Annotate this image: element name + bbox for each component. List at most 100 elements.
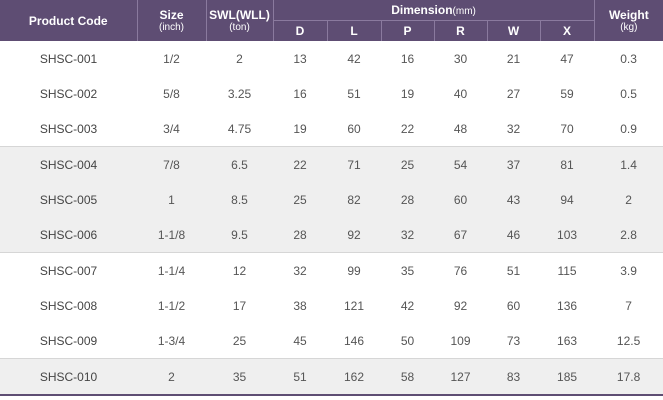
cell-dim-p: 42 bbox=[400, 298, 415, 313]
cell-weight: 0.3 bbox=[620, 51, 637, 66]
header-swl: SWL(WLL) (ton) bbox=[205, 0, 273, 41]
cell-size: 7/8 bbox=[137, 146, 206, 182]
table-header: Product Code Size (inch) SWL(WLL) (ton) … bbox=[0, 0, 663, 41]
header-product-code-label: Product Code bbox=[28, 13, 108, 28]
cell-dim-d: 22 bbox=[273, 146, 327, 182]
cell-dim-l: 42 bbox=[347, 51, 361, 66]
cell-dim-d: 13 bbox=[293, 51, 307, 66]
cell-dim-x: 136 bbox=[557, 298, 578, 313]
cell-dim-l: 51 bbox=[347, 86, 361, 101]
cell-dim-w: 21 bbox=[506, 51, 521, 66]
cell-product-code: SHSC-010 bbox=[0, 358, 137, 396]
cell-dim-x: 81 bbox=[540, 146, 595, 182]
header-dim-r: R bbox=[433, 20, 487, 41]
cell-size: 1/2 bbox=[163, 51, 180, 66]
header-dimension-label: Dimension bbox=[391, 3, 453, 17]
cell-dim-l: 92 bbox=[327, 217, 381, 253]
cell-dim-p: 22 bbox=[400, 121, 415, 136]
header-weight-label: Weight bbox=[608, 8, 649, 22]
cell-weight: 0.9 bbox=[620, 121, 637, 136]
cell-weight: 2 bbox=[594, 182, 663, 217]
cell-swl: 25 bbox=[232, 333, 247, 348]
cell-product-code: SHSC-003 bbox=[39, 121, 98, 136]
cell-weight: 0.5 bbox=[620, 86, 637, 101]
cell-product-code: SHSC-004 bbox=[0, 146, 137, 182]
header-dim-d: D bbox=[272, 20, 327, 41]
cell-swl: 2 bbox=[236, 51, 243, 66]
cell-dim-p: 25 bbox=[381, 146, 434, 182]
cell-dim-l: 162 bbox=[327, 358, 381, 396]
cell-dim-d: 51 bbox=[273, 358, 327, 396]
cell-swl: 17 bbox=[232, 298, 247, 313]
cell-dim-l: 121 bbox=[343, 298, 365, 313]
header-swl-unit: (ton) bbox=[229, 22, 250, 33]
cell-dim-d: 38 bbox=[293, 298, 307, 313]
cell-dim-w: 60 bbox=[506, 298, 521, 313]
cell-product-code: SHSC-001 bbox=[39, 51, 98, 66]
table-row: SHSC-004 7/8 6.5 22 71 25 54 37 81 1.4 bbox=[0, 146, 663, 182]
table-row: SHSC-001 1/2 2 13 42 16 30 21 47 0.3 bbox=[0, 41, 663, 76]
cell-dim-w: 43 bbox=[487, 182, 540, 217]
header-swl-label: SWL(WLL) bbox=[209, 8, 270, 22]
header-dim-p: P bbox=[380, 20, 434, 41]
cell-dim-w: 27 bbox=[506, 86, 521, 101]
table-row: SHSC-008 1-1/2 17 38 121 42 92 60 136 7 bbox=[0, 288, 663, 323]
cell-size: 1 bbox=[137, 182, 206, 217]
header-dim-w: W bbox=[486, 20, 540, 41]
header-size-label: Size bbox=[159, 8, 184, 22]
table-row: SHSC-005 1 8.5 25 82 28 60 43 94 2 bbox=[0, 182, 663, 217]
cell-dim-r: 76 bbox=[434, 252, 487, 288]
header-size-unit: (inch) bbox=[158, 22, 184, 33]
cell-dim-x: 185 bbox=[540, 358, 595, 396]
cell-dim-w: 32 bbox=[506, 121, 521, 136]
cell-dim-l: 71 bbox=[327, 146, 381, 182]
header-weight-unit: (kg) bbox=[620, 22, 638, 33]
cell-swl: 3.25 bbox=[227, 86, 252, 101]
header-size: Size (inch) bbox=[136, 0, 206, 41]
cell-swl: 8.5 bbox=[206, 182, 273, 217]
cell-dim-d: 45 bbox=[293, 333, 307, 348]
cell-swl: 9.5 bbox=[206, 217, 273, 253]
header-weight: Weight (kg) bbox=[593, 0, 663, 41]
table-row: SHSC-009 1-3/4 25 45 146 50 109 73 163 12.5 bbox=[0, 323, 663, 359]
cell-size: 2 bbox=[137, 358, 206, 396]
cell-dim-x: 163 bbox=[557, 333, 578, 348]
cell-dim-d: 16 bbox=[293, 86, 307, 101]
table-row: SHSC-002 5/8 3.25 16 51 19 40 27 59 0.5 bbox=[0, 76, 663, 111]
cell-size: 5/8 bbox=[163, 86, 180, 101]
cell-product-code: SHSC-002 bbox=[39, 86, 98, 101]
cell-swl: 6.5 bbox=[206, 146, 273, 182]
cell-dim-r: 92 bbox=[453, 298, 468, 313]
header-product-code: Product Code bbox=[0, 0, 137, 41]
table-row: SHSC-007 1-1/4 12 32 99 35 76 51 115 3.9 bbox=[0, 252, 663, 288]
cell-dim-r: 40 bbox=[453, 86, 468, 101]
cell-size: 1-1/4 bbox=[137, 252, 206, 288]
table-row: SHSC-003 3/4 4.75 19 60 22 48 32 70 0.9 bbox=[0, 111, 663, 147]
cell-dim-x: 59 bbox=[560, 86, 574, 101]
cell-product-code: SHSC-006 bbox=[0, 217, 137, 253]
cell-dim-r: 30 bbox=[453, 51, 468, 66]
cell-weight: 12.5 bbox=[616, 333, 641, 348]
cell-weight: 2.8 bbox=[594, 217, 663, 253]
cell-dim-r: 54 bbox=[434, 146, 487, 182]
cell-dim-w: 83 bbox=[487, 358, 540, 396]
cell-dim-d: 32 bbox=[273, 252, 327, 288]
cell-weight: 17.8 bbox=[594, 358, 663, 396]
cell-dim-l: 60 bbox=[347, 121, 361, 136]
cell-dim-l: 82 bbox=[327, 182, 381, 217]
cell-dim-l: 146 bbox=[343, 333, 365, 348]
header-dim-x: X bbox=[539, 20, 595, 41]
cell-dim-w: 46 bbox=[487, 217, 540, 253]
table-row: SHSC-006 1-1/8 9.5 28 92 32 67 46 103 2.8 bbox=[0, 217, 663, 253]
cell-size: 1-3/4 bbox=[157, 333, 186, 348]
cell-dim-w: 73 bbox=[506, 333, 521, 348]
cell-dim-p: 35 bbox=[381, 252, 434, 288]
cell-dim-d: 19 bbox=[293, 121, 307, 136]
cell-dim-d: 25 bbox=[273, 182, 327, 217]
cell-product-code: SHSC-007 bbox=[0, 252, 137, 288]
cell-dim-p: 32 bbox=[381, 217, 434, 253]
cell-dim-r: 109 bbox=[450, 333, 471, 348]
cell-weight: 1.4 bbox=[594, 146, 663, 182]
header-dimension: Dimension(mm) bbox=[272, 0, 595, 21]
cell-dim-x: 47 bbox=[560, 51, 574, 66]
